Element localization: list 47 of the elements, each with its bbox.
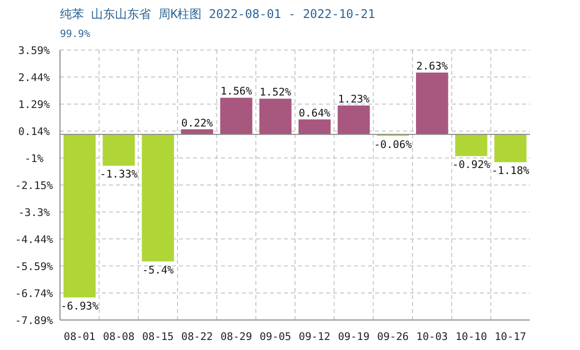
- x-tick-label: 08-22: [181, 331, 213, 343]
- data-label: -0.92%: [452, 159, 491, 172]
- bar: [298, 119, 331, 134]
- data-label: 1.52%: [260, 86, 292, 99]
- y-tick-label: -6.74%: [15, 288, 54, 300]
- y-tick-label: 2.44%: [18, 72, 50, 84]
- bar: [338, 106, 370, 134]
- data-label: 1.23%: [338, 94, 370, 106]
- data-label: -0.06%: [374, 138, 413, 151]
- x-tick-label: 09-05: [260, 331, 292, 343]
- x-tick-label: 08-08: [102, 331, 135, 343]
- title: 纯苯 山东山东省 周K柱图 2022-08-01 - 2022-10-21: [60, 7, 376, 21]
- data-label: 0.64%: [298, 107, 332, 120]
- data-label: -6.93%: [60, 300, 100, 312]
- y-tick-label: -1%: [24, 152, 44, 165]
- x-tick-label: 10-10: [455, 331, 488, 343]
- y-tick-label: -3.3%: [18, 207, 50, 220]
- x-tick-label: 08-01: [64, 331, 96, 343]
- data-label: -5.4%: [142, 264, 174, 276]
- x-tick-label: 09-19: [338, 331, 370, 343]
- bar: [455, 134, 488, 156]
- x-tick-label: 10-17: [494, 331, 526, 343]
- bar: [220, 98, 252, 134]
- data-label: 2.63%: [416, 60, 449, 73]
- bar: [102, 134, 135, 166]
- y-tick-label: -4.44%: [15, 234, 54, 246]
- y-tick-label: 0.14%: [18, 126, 50, 138]
- x-tick-label: 08-15: [142, 331, 174, 343]
- x-tick-label: 10-03: [416, 331, 448, 343]
- y-tick-label: 1.29%: [18, 99, 50, 112]
- x-tick-label: 09-12: [298, 331, 330, 343]
- y-tick-label: -2.15%: [15, 180, 54, 192]
- subtitle: 99.9%: [60, 29, 90, 40]
- bar: [142, 134, 174, 262]
- x-tick-label: 09-26: [377, 331, 409, 343]
- x-tick-label: 08-29: [220, 331, 252, 343]
- data-label: 1.56%: [220, 86, 253, 98]
- y-tick-label: 3.59%: [18, 45, 50, 57]
- bar: [494, 134, 526, 162]
- y-tick-label: -7.89%: [15, 315, 54, 327]
- data-label: -1.33%: [100, 168, 138, 181]
- bar: [64, 134, 96, 298]
- data-label: -1.18%: [491, 165, 530, 178]
- data-label: 0.22%: [181, 117, 214, 130]
- y-tick-label: -5.59%: [15, 260, 54, 273]
- bar: [416, 72, 448, 134]
- bar: [259, 98, 292, 134]
